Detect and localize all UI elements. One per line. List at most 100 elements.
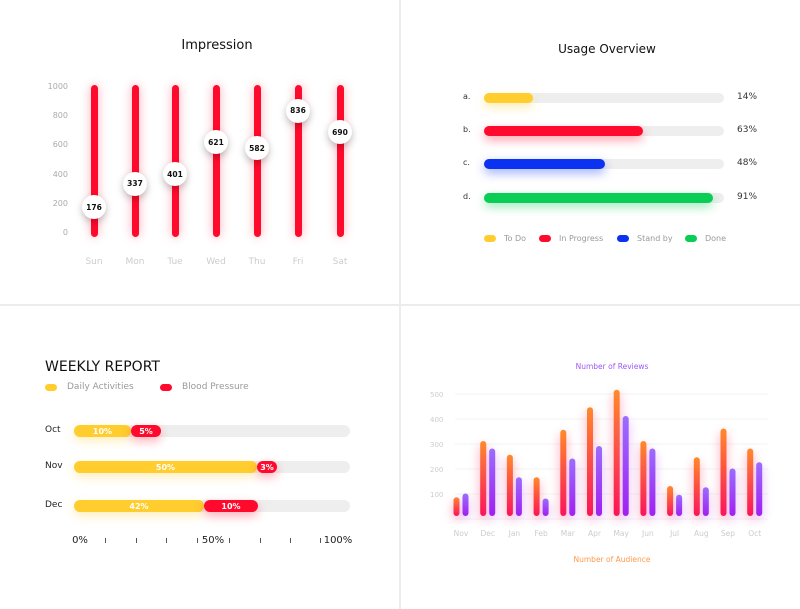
legend-item: In Progress (539, 234, 603, 243)
impression-bar (171, 85, 179, 237)
legend-item: Stand by (617, 234, 673, 243)
legend-label: Blood Pressure (182, 382, 249, 392)
audience-bar (613, 389, 620, 516)
value-bubble[interactable]: 582 (245, 136, 269, 161)
reviews-chart: Number of Reviews Number of Audience 100… (430, 362, 768, 564)
y-tick-label: 500 (430, 391, 443, 399)
weekly-segment: 3% (257, 461, 277, 473)
reviews-bar (729, 468, 736, 516)
audience-bar (560, 429, 567, 516)
value-bubble[interactable]: 176 (82, 195, 106, 220)
x-tick-mark (197, 538, 198, 543)
month-label: Sep (721, 529, 735, 538)
day-label: Tue (167, 257, 183, 267)
legend-swatch (685, 235, 697, 242)
value-bubble[interactable]: 401 (163, 162, 187, 187)
row-label: a. (463, 92, 471, 101)
day-label: Sat (332, 257, 348, 267)
impression-title: Impression (181, 38, 253, 53)
reviews-bar (515, 477, 522, 516)
legend-swatch (484, 235, 496, 242)
row-label: b. (463, 125, 471, 134)
reviews-bar (622, 416, 629, 516)
audience-bar (480, 441, 487, 516)
reviews-bar (542, 498, 549, 516)
month-label: Feb (534, 529, 548, 538)
audience-bar (453, 497, 460, 516)
row-label: c. (463, 158, 470, 167)
usage-title: Usage Overview (558, 42, 656, 56)
y-tick-label: 100 (430, 491, 443, 499)
day-label: Wed (206, 257, 226, 267)
legend-label: In Progress (559, 234, 604, 243)
weekly-segment: 10% (204, 500, 258, 512)
x-tick-label: 50% (201, 535, 225, 546)
value-bubble[interactable]: 337 (123, 171, 147, 196)
month-label: Jul (669, 529, 679, 538)
x-tick-mark (136, 538, 137, 543)
reviews-title: Number of Reviews (576, 362, 649, 371)
usage-track (484, 93, 724, 103)
reviews-bar (596, 446, 602, 516)
y-tick-label: 1000 (47, 82, 68, 91)
month-label: Jun (641, 529, 654, 538)
usage-fill (484, 159, 605, 169)
audience-bar (587, 407, 593, 516)
audience-bar (506, 454, 513, 516)
month-label: May (613, 529, 629, 538)
impression-bar (253, 85, 261, 237)
audience-bar (640, 441, 647, 516)
y-tick-label: 600 (52, 140, 68, 150)
legend-swatch (45, 383, 57, 391)
legend-item: Done (685, 234, 726, 243)
value-bubble[interactable]: 836 (286, 98, 310, 123)
weekly-track: 50% 3% (74, 461, 350, 473)
day-label: Thu (248, 257, 266, 267)
y-tick-label: 800 (52, 111, 68, 121)
usage-fill (484, 193, 714, 203)
audience-bar (720, 428, 727, 516)
month-label: Dec (480, 529, 495, 538)
weekly-segment: 50% (74, 461, 257, 473)
impression-bar (90, 85, 98, 237)
weekly-track: 10% 5% (74, 425, 350, 437)
y-tick-label: 400 (430, 416, 443, 424)
x-tick-mark (320, 538, 321, 543)
usage-percent: 63% (737, 125, 758, 135)
month-label: Apr (588, 529, 602, 538)
legend-swatch (539, 235, 551, 242)
month-label: Dec (45, 500, 63, 510)
weekly-segment: 42% (74, 500, 204, 512)
reviews-bar (756, 462, 763, 516)
impression-bar (336, 85, 344, 237)
value-bubble[interactable]: 690 (328, 120, 352, 145)
impression-bar (131, 85, 139, 237)
impression-bar (212, 85, 220, 237)
usage-track (484, 126, 724, 136)
x-tick-label: 0% (72, 535, 88, 546)
month-label: Aug (694, 529, 709, 538)
weekly-track: 42% 10% (74, 500, 350, 512)
reviews-bar (649, 448, 656, 516)
usage-percent: 91% (737, 192, 758, 202)
x-tick-mark (260, 538, 261, 543)
legend-label: Stand by (637, 234, 673, 243)
reviews-bar (702, 487, 709, 516)
y-tick-label: 400 (52, 169, 68, 179)
reviews-bar (489, 448, 496, 516)
legend-item: Daily Activities (45, 382, 134, 392)
weekly-segment: 10% (74, 425, 131, 437)
value-bubble[interactable]: 621 (204, 130, 228, 155)
month-label: Oct (45, 425, 61, 435)
usage-track (484, 159, 724, 169)
legend-label: Done (705, 234, 727, 243)
reviews-bar (676, 494, 683, 516)
audience-bar (693, 457, 700, 516)
y-tick-label: 200 (430, 466, 443, 474)
usage-percent: 48% (737, 158, 758, 168)
impression-bar (294, 85, 302, 237)
y-tick-label: 300 (430, 441, 443, 449)
reviews-bar (462, 493, 469, 516)
y-tick-label: 200 (52, 198, 68, 208)
month-label: Nov (454, 529, 469, 538)
